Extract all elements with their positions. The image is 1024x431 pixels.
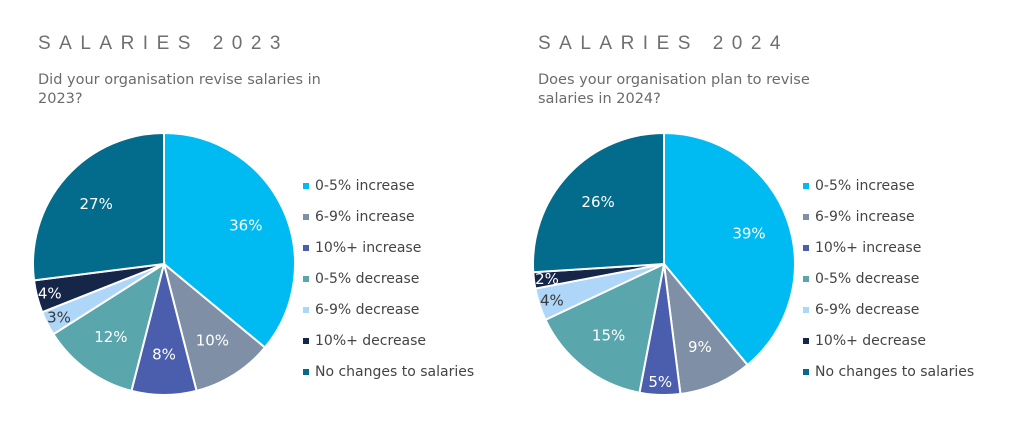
data-label-6-9-increase: 9% [688,338,712,356]
legend-label: 6-9% increase [815,208,915,225]
legend-label: No changes to salaries [315,363,475,380]
legend-label: 0-5% decrease [815,270,920,287]
legend-label: 10%+ increase [815,239,922,256]
data-label-0-5-decrease: 12% [94,328,127,346]
chart-title: SALARIES 2024 [538,33,789,54]
legend-swatch [803,213,809,220]
data-label-no-changes-to-salaries: 26% [581,193,614,211]
data-label-10-increase: 5% [648,373,672,391]
data-label-6-9-decrease: 4% [540,291,564,309]
legend-2024: 0-5% increase 6-9% increase 10%+ increase 0… [803,170,974,387]
legend-swatch [303,337,309,344]
legend-item-no-changes-to-salaries: No changes to salaries [803,356,974,387]
legend-swatch [803,368,809,375]
legend-swatch [803,182,809,189]
data-label-no-changes-to-salaries: 27% [80,195,113,213]
legend-swatch [303,306,309,313]
legend-label: 10%+ decrease [815,332,927,349]
legend-item-no-changes-to-salaries: No changes to salaries [303,356,474,387]
pie-chart-2024: 39% 9% 5% 15% 4% 2% 26% [532,131,796,397]
legend-item-10-decrease: 10%+ decrease [303,325,474,356]
data-label-6-9-increase: 10% [196,331,229,349]
legend-item-0-5-increase: 0-5% increase [803,170,974,201]
pie-slice-0-5-decrease [52,261,166,393]
pie-slice-0-5-increase [663,131,796,367]
data-label-10-decrease: 4% [38,284,62,302]
legend-item-0-5-increase: 0-5% increase [303,170,474,201]
chart-panel-2023: SALARIES 2023 Did your organisation revi… [0,0,500,431]
legend-item-6-9-decrease: 6-9% decrease [803,294,974,325]
legend-label: 0-5% decrease [315,270,420,287]
legend-item-6-9-increase: 6-9% increase [303,201,474,232]
legend-label: 6-9% increase [315,208,415,225]
legend-item-10-increase: 10%+ increase [303,232,474,263]
legend-swatch [303,213,309,220]
pie-chart-2023: 36% 10% 8% 12% 3% 4% 27% [32,131,296,396]
chart-panel-2024: SALARIES 2024 Does your organisation pla… [500,0,1000,431]
legend-swatch [303,244,309,251]
chart-subtitle: Did your organisation revise salaries in… [38,72,321,107]
pie-slice-no-changes-to-salaries [32,131,165,282]
legend-label: 0-5% increase [815,177,915,194]
data-label-0-5-decrease: 15% [592,326,625,344]
data-label-10-decrease: 2% [535,270,559,288]
legend-item-6-9-increase: 6-9% increase [803,201,974,232]
legend-item-0-5-decrease: 0-5% decrease [803,263,974,294]
legend-swatch [803,337,809,344]
legend-label: 10%+ decrease [315,332,427,349]
legend-2023: 0-5% increase 6-9% increase 10%+ increase 0… [303,170,474,387]
legend-label: 10%+ increase [315,239,422,256]
legend-item-10-decrease: 10%+ decrease [803,325,974,356]
data-label-6-9-decrease: 3% [47,309,71,327]
data-label-0-5-increase: 36% [229,217,262,235]
legend-swatch [303,275,309,282]
legend-swatch [303,368,309,375]
chart-title: SALARIES 2023 [38,33,289,54]
legend-item-10-increase: 10%+ increase [803,232,974,263]
pie-slice-0-5-increase [163,131,296,349]
data-label-10-increase: 8% [152,345,176,363]
legend-label: No changes to salaries [815,363,975,380]
legend-swatch [803,275,809,282]
legend-label: 6-9% decrease [315,301,420,318]
legend-label: 6-9% decrease [815,301,920,318]
data-label-0-5-increase: 39% [732,224,765,242]
legend-label: 0-5% increase [315,177,415,194]
legend-swatch [803,306,809,313]
legend-swatch [303,182,309,189]
pie-slice-no-changes-to-salaries [532,131,665,274]
legend-item-0-5-decrease: 0-5% decrease [303,263,474,294]
pie-slice-0-5-decrease [544,262,666,394]
chart-subtitle: Does your organisation plan to revise sa… [538,72,810,107]
legend-swatch [803,244,809,251]
legend-item-6-9-decrease: 6-9% decrease [303,294,474,325]
